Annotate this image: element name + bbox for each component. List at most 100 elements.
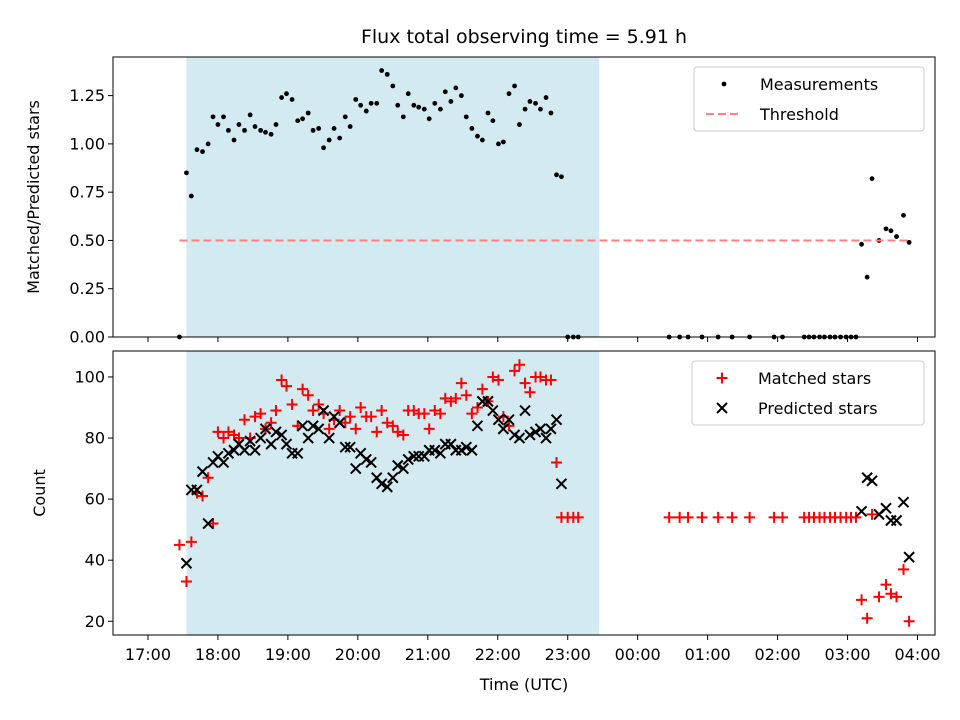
y-tick-label: 0.25 [69, 279, 105, 298]
predicted-stars-point [524, 429, 536, 441]
predicted-stars-point [466, 444, 478, 456]
predicted-stars-point [244, 435, 256, 447]
y-tick-label: 100 [74, 367, 105, 386]
measurement-point [342, 114, 348, 120]
predicted-stars-point [880, 502, 892, 514]
bottom-data-marks [173, 359, 915, 627]
matched-stars-point [344, 411, 356, 423]
predicted-stars-point [534, 423, 547, 435]
matched-stars-point [861, 612, 873, 624]
measurement-point [559, 174, 564, 180]
matched-stars-point [397, 429, 409, 441]
legend-marker [716, 372, 728, 384]
matched-stars-point [423, 423, 435, 435]
matched-stars-point [439, 392, 451, 404]
y-tick-label: 1.00 [69, 134, 105, 153]
bottom-legend: Matched stars Predicted stars [691, 360, 925, 426]
predicted-stars-point [350, 462, 362, 475]
measurement-point [252, 124, 258, 129]
matched-stars-point [270, 405, 282, 417]
bottom-axes-frame [112, 350, 936, 636]
measurement-point [247, 112, 253, 118]
predicted-stars-point [222, 447, 235, 460]
top-shaded-span [186, 57, 600, 337]
predicted-stars-point [540, 432, 552, 444]
predicted-stars-point [296, 420, 309, 432]
measurement-point [279, 95, 284, 100]
legend-label: Threshold [759, 105, 839, 124]
predicted-stars-point [408, 450, 420, 463]
predicted-stars-point [202, 517, 214, 530]
measurement-point [463, 114, 469, 120]
matched-stars-point [239, 414, 251, 426]
matched-stars-point [350, 423, 362, 435]
measurement-point [411, 102, 417, 108]
x-tick-label: 04:00 [894, 645, 940, 664]
matched-stars-point [696, 511, 708, 523]
top-y-ticks: 0.00 0.25 0.50 0.75 1.00 1.25 [69, 86, 113, 347]
predicted-stars-point [323, 432, 335, 444]
measurement-point [347, 124, 353, 129]
legend-box [691, 360, 925, 426]
matched-stars-point [233, 432, 245, 444]
measurement-point [379, 68, 385, 73]
predicted-stars-point [429, 444, 441, 456]
legend-box [693, 66, 925, 132]
measurement-point [188, 193, 194, 199]
measurement-point [184, 170, 189, 176]
measurement-point [268, 131, 274, 137]
predicted-stars-point [317, 404, 330, 417]
predicted-stars-point [307, 420, 319, 432]
y-tick-label: 1.25 [69, 86, 105, 105]
bottom-x-ticks: 17:00 18:00 19:00 20:00 21:00 22:00 23:00 00:00… [125, 635, 941, 664]
measurement-point [864, 274, 870, 280]
matched-stars-point [572, 511, 584, 523]
matched-stars-point [891, 591, 903, 603]
measurement-point [368, 100, 374, 106]
predicted-stars-point [519, 404, 531, 417]
predicted-stars-point [550, 414, 563, 426]
bottom-y-ticks: 20 40 60 80 100 [74, 367, 113, 631]
predicted-stars-point [903, 551, 915, 563]
matched-stars-point [355, 401, 367, 413]
y-tick-label: 80 [85, 429, 105, 448]
matched-stars-point [392, 426, 404, 438]
measurement-point [426, 116, 432, 122]
measurement-point [475, 133, 480, 139]
matched-stars-point [249, 411, 261, 423]
x-tick-label: 21:00 [405, 645, 451, 664]
matched-stars-point [222, 426, 234, 438]
measurement-point [300, 116, 305, 122]
predicted-stars-point [897, 496, 910, 508]
matched-stars-point [476, 383, 488, 395]
measurement-point [316, 126, 322, 131]
predicted-stars-point [866, 475, 878, 487]
matched-stars-point [898, 563, 910, 575]
predicted-stars-point [339, 441, 351, 453]
matched-stars-point [744, 511, 756, 523]
predicted-stars-point [381, 481, 393, 493]
matched-stars-point [513, 359, 525, 371]
y-tick-label: 20 [85, 612, 105, 631]
measurement-point [901, 212, 906, 218]
measurement-point [500, 139, 506, 145]
predicted-stars-point [291, 447, 304, 460]
measurement-point [284, 91, 289, 97]
x-tick-label: 02:00 [755, 645, 801, 664]
measurement-point [533, 100, 538, 106]
matched-stars-point [286, 398, 298, 410]
predicted-stars-point [471, 420, 484, 432]
matched-stars-point [255, 408, 267, 420]
matched-stars-point [280, 380, 292, 392]
matched-stars-point [197, 490, 209, 502]
measurement-point [337, 135, 343, 141]
predicted-stars-point [217, 456, 230, 469]
measurement-point [543, 95, 549, 100]
matched-stars-point [429, 405, 441, 417]
predicted-stars-point [555, 478, 568, 490]
top-panel: 0.00 0.25 0.50 0.75 1.00 1.25 Flux total obse… [24, 26, 936, 347]
measurement-point [442, 89, 448, 95]
measurement-point [236, 122, 242, 127]
matched-stars-point [334, 405, 346, 417]
measurement-point [506, 91, 512, 97]
